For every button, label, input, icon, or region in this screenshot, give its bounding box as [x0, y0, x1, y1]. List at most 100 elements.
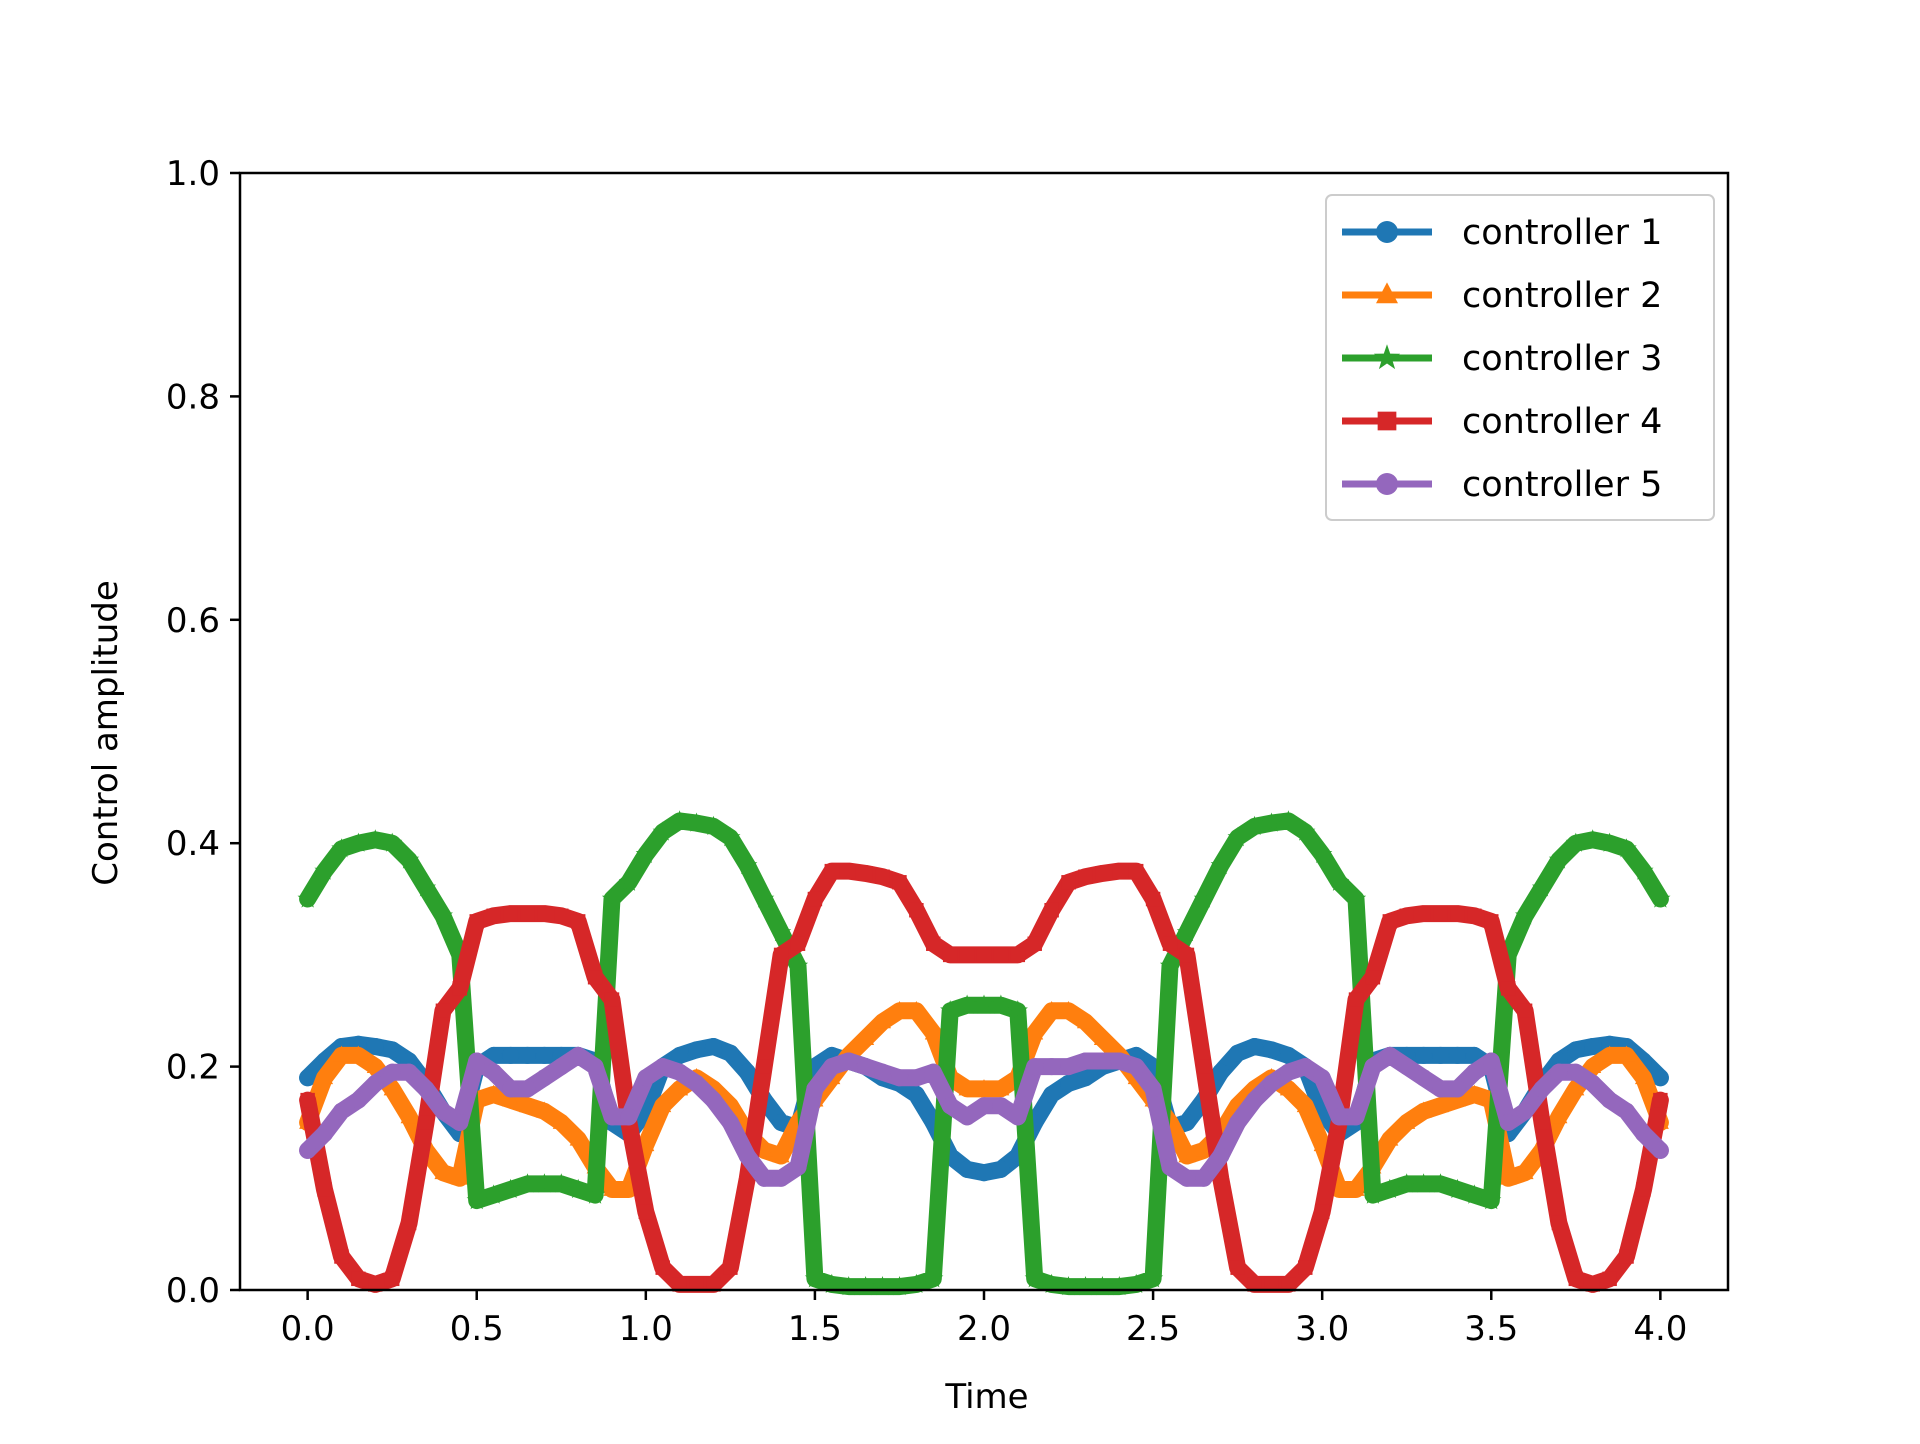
data-point — [1092, 1276, 1113, 1296]
data-point — [551, 1173, 572, 1193]
data-point — [1448, 1090, 1466, 1107]
data-point — [957, 994, 978, 1014]
y-axis-label: Control amplitude — [86, 580, 126, 886]
data-point — [1381, 1046, 1399, 1064]
data-point — [1159, 955, 1181, 975]
x-tick-label: 0.0 — [281, 1309, 335, 1349]
data-point — [1568, 1271, 1584, 1287]
data-point — [654, 1058, 672, 1076]
data-point — [1481, 1190, 1502, 1210]
data-point — [1599, 832, 1620, 852]
data-point — [535, 1069, 553, 1087]
data-point — [688, 1041, 706, 1059]
data-point — [317, 1182, 332, 1197]
data-point — [1295, 821, 1316, 841]
data-point — [1415, 1101, 1433, 1118]
data-point — [1365, 970, 1381, 985]
y-tick-label: 0.2 — [166, 1048, 220, 1088]
legend-label: controller 3 — [1462, 339, 1662, 379]
data-point — [1210, 854, 1231, 875]
data-point — [587, 970, 603, 985]
data-point — [1179, 947, 1195, 963]
data-point — [1362, 1184, 1383, 1204]
data-point — [334, 1249, 349, 1264]
data-point — [686, 812, 707, 832]
data-point — [400, 1063, 418, 1081]
data-point — [435, 1003, 451, 1018]
data-point — [1178, 1113, 1196, 1131]
data-point — [1060, 1074, 1078, 1092]
data-point — [804, 1268, 825, 1288]
data-point — [1601, 1045, 1619, 1062]
data-point — [1264, 1277, 1279, 1292]
data-point — [1127, 1058, 1145, 1076]
data-point — [1433, 906, 1448, 921]
data-point — [790, 936, 806, 951]
data-point — [585, 1184, 606, 1204]
data-point — [1145, 891, 1161, 907]
data-point — [890, 1069, 908, 1087]
data-point — [518, 1046, 536, 1064]
data-point — [586, 1058, 604, 1076]
data-point — [418, 1115, 434, 1130]
data-point — [1041, 1273, 1062, 1293]
data-point — [1212, 1063, 1230, 1081]
data-point — [569, 1046, 587, 1064]
data-point — [923, 1268, 944, 1288]
data-point — [909, 902, 924, 918]
data-point — [1653, 1092, 1668, 1108]
data-point — [1196, 1059, 1212, 1074]
data-point — [1060, 1000, 1078, 1018]
data-point — [1044, 902, 1059, 918]
data-point — [1531, 877, 1553, 897]
data-point — [451, 1168, 469, 1185]
data-point — [1432, 1080, 1450, 1098]
data-point — [366, 1074, 384, 1092]
data-point — [1007, 1000, 1028, 1020]
data-point — [331, 838, 352, 858]
data-point — [332, 1045, 350, 1062]
data-point — [1112, 863, 1127, 879]
data-point — [297, 888, 318, 908]
data-point — [365, 829, 386, 849]
data-point — [384, 1271, 400, 1287]
data-point — [1144, 1080, 1162, 1098]
data-point — [603, 1179, 621, 1196]
data-point — [689, 1277, 704, 1292]
data-point — [855, 1276, 876, 1296]
data-point — [1230, 1260, 1245, 1275]
data-point — [1398, 1058, 1416, 1076]
data-point — [1585, 1277, 1600, 1292]
data-point — [1128, 863, 1144, 879]
data-point — [1432, 1095, 1450, 1113]
data-point — [535, 1046, 553, 1064]
data-point — [975, 1164, 993, 1182]
data-point — [1345, 888, 1367, 908]
data-point — [1515, 905, 1536, 925]
data-point — [772, 1146, 790, 1163]
data-point — [1616, 838, 1637, 858]
data-point — [500, 1178, 521, 1199]
data-point — [1262, 1074, 1280, 1092]
data-point — [821, 1273, 842, 1293]
x-tick-label: 3.0 — [1295, 1309, 1349, 1349]
data-point — [906, 1273, 927, 1293]
data-point — [1398, 1112, 1416, 1129]
data-point — [349, 1091, 367, 1109]
data-point — [737, 854, 758, 875]
data-point — [1636, 1182, 1651, 1197]
data-point — [958, 1160, 976, 1178]
data-point — [1465, 1084, 1483, 1101]
data-point — [1298, 1260, 1313, 1275]
data-point — [299, 1069, 317, 1087]
data-point — [351, 1271, 366, 1287]
data-point — [1450, 906, 1465, 921]
data-point — [756, 1059, 772, 1074]
data-point — [958, 1079, 976, 1096]
data-point — [1465, 1063, 1483, 1081]
data-point — [806, 1080, 824, 1098]
data-point — [1415, 1046, 1433, 1064]
y-axis: 0.0 0.2 0.4 0.6 0.8 1.0 — [166, 154, 240, 1311]
data-point — [669, 810, 690, 830]
data-point — [1078, 869, 1093, 884]
